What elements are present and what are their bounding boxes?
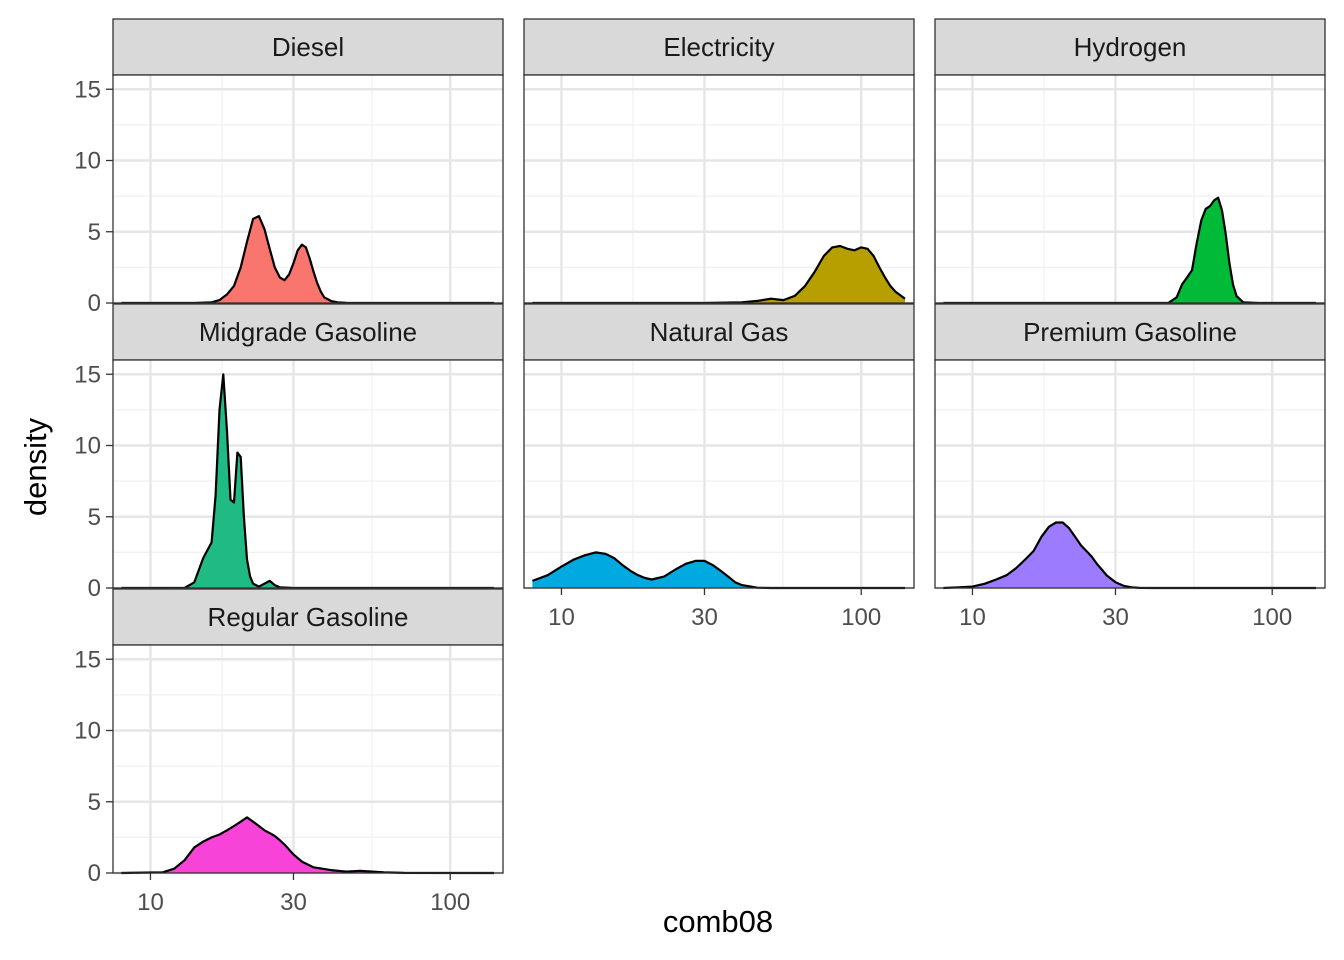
density-line (943, 521, 1316, 590)
panel-border (523, 359, 915, 589)
panel-border (934, 359, 1326, 589)
y-tick-label: 0 (88, 575, 101, 602)
y-axis-title: density (18, 417, 53, 516)
x-tick-label: 30 (280, 889, 307, 916)
density-line (532, 551, 905, 590)
facet-panel-4: Natural Gas 10 30 100 (523, 303, 915, 631)
y-tick-label: 10 (74, 718, 101, 745)
y-tick-label: 0 (88, 290, 101, 317)
y-tick-label: 5 (88, 789, 101, 816)
x-tick-label: 30 (691, 604, 718, 631)
y-tick-label: 15 (74, 76, 101, 103)
facet-panel-6: Regular Gasoline 0 5 10 15 10 30 100 (74, 588, 504, 916)
y-tick-label: 10 (74, 433, 101, 460)
facet-panel-5: Premium Gasoline 10 30 100 (934, 303, 1326, 631)
facet-strip (523, 18, 915, 76)
facet-strip (934, 18, 1326, 76)
y-tick-label: 10 (74, 148, 101, 175)
panel-background (113, 360, 503, 588)
panel-background (524, 360, 914, 588)
x-tick-label: 10 (959, 604, 986, 631)
facet-strip-label: Electricity (663, 32, 774, 62)
density-area (121, 817, 495, 873)
y-tick-label: 0 (88, 860, 101, 887)
panel-background (935, 360, 1325, 588)
facet-strip (523, 303, 915, 361)
density-line (943, 196, 1316, 305)
panel-background (113, 645, 503, 873)
x-tick-label: 10 (548, 604, 575, 631)
facet-strip (112, 588, 504, 646)
panel-border (934, 74, 1326, 304)
facet-panel-3: Midgrade Gasoline 0 5 10 15 (74, 303, 504, 602)
density-area (943, 197, 1316, 303)
facet-strip-label: Natural Gas (650, 317, 789, 347)
facet-panel-2: Hydrogen (934, 18, 1326, 310)
facet-strip-label: Diesel (272, 32, 344, 62)
panel-border (112, 74, 504, 304)
facet-strip-label: Premium Gasoline (1023, 317, 1237, 347)
x-axis-title: comb08 (663, 904, 773, 939)
density-line (121, 816, 495, 875)
x-tick-label: 100 (1252, 604, 1292, 631)
density-line (121, 215, 494, 305)
y-tick-label: 5 (88, 504, 101, 531)
facet-strip-label: Regular Gasoline (208, 602, 409, 632)
density-line (121, 373, 494, 590)
panel-border (523, 74, 915, 304)
density-area (943, 522, 1316, 588)
x-tick-label: 100 (841, 604, 881, 631)
density-area (532, 246, 905, 303)
panel-border (112, 359, 504, 589)
facet-strip (112, 18, 504, 76)
y-tick-label: 15 (74, 646, 101, 673)
facet-strip (934, 303, 1326, 361)
x-tick-label: 10 (137, 889, 164, 916)
y-tick-label: 15 (74, 361, 101, 388)
facet-panel-1: Electricity (523, 18, 915, 310)
facet-panels: Diesel 0 5 10 15 Electricity Hydrogen Midgrade … (74, 18, 1326, 916)
facet-strip-label: Midgrade Gasoline (199, 317, 417, 347)
x-tick-label: 100 (430, 889, 470, 916)
density-area (121, 374, 495, 588)
density-area (121, 216, 495, 303)
panel-border (112, 644, 504, 874)
x-tick-label: 30 (1102, 604, 1129, 631)
facet-strip-label: Hydrogen (1074, 32, 1187, 62)
facet-panel-0: Diesel 0 5 10 15 (74, 18, 504, 317)
density-line (532, 244, 906, 305)
y-tick-label: 5 (88, 219, 101, 246)
panel-background (935, 75, 1325, 303)
facet-strip (112, 303, 504, 361)
